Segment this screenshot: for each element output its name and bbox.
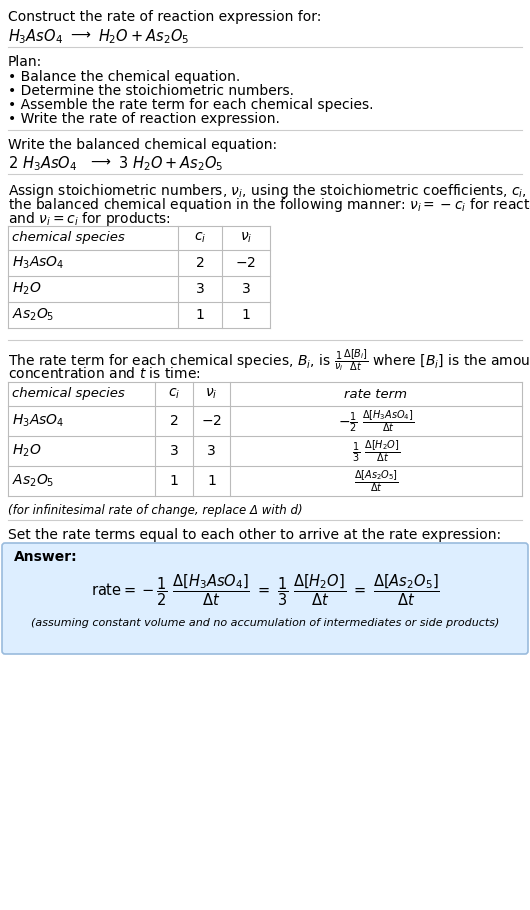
Text: $\mathrm{rate} = -\dfrac{1}{2}\ \dfrac{\Delta[H_3AsO_4]}{\Delta t}\ =\ \dfrac{1}: $\mathrm{rate} = -\dfrac{1}{2}\ \dfrac{\…	[91, 572, 439, 608]
Text: $H_3AsO_4$: $H_3AsO_4$	[12, 255, 64, 271]
Text: 1: 1	[196, 308, 205, 322]
FancyBboxPatch shape	[2, 543, 528, 654]
Text: Construct the rate of reaction expression for:: Construct the rate of reaction expressio…	[8, 10, 321, 24]
Text: $-2$: $-2$	[235, 256, 257, 270]
Text: 3: 3	[242, 282, 250, 296]
Text: $\nu_i$: $\nu_i$	[205, 387, 218, 401]
Text: $H_3AsO_4$: $H_3AsO_4$	[12, 413, 64, 430]
Text: $\longrightarrow$: $\longrightarrow$	[68, 27, 92, 41]
Text: 3: 3	[196, 282, 205, 296]
Text: $c_i$: $c_i$	[194, 231, 206, 245]
Text: 2: 2	[170, 414, 179, 428]
Text: $As_2O_5$: $As_2O_5$	[12, 473, 55, 490]
Text: 1: 1	[207, 474, 216, 488]
Text: Set the rate terms equal to each other to arrive at the rate expression:: Set the rate terms equal to each other t…	[8, 528, 501, 542]
Text: • Determine the stoichiometric numbers.: • Determine the stoichiometric numbers.	[8, 84, 294, 98]
Text: • Write the rate of reaction expression.: • Write the rate of reaction expression.	[8, 112, 280, 126]
Text: 1: 1	[170, 474, 179, 488]
Text: • Assemble the rate term for each chemical species.: • Assemble the rate term for each chemic…	[8, 98, 374, 112]
Text: $\nu_i$: $\nu_i$	[240, 231, 252, 245]
Text: $H_2O$: $H_2O$	[12, 281, 41, 298]
Text: $As_2O_5$: $As_2O_5$	[12, 307, 55, 323]
Text: 3: 3	[170, 444, 179, 458]
Text: Assign stoichiometric numbers, $\nu_i$, using the stoichiometric coefficients, $: Assign stoichiometric numbers, $\nu_i$, …	[8, 182, 530, 200]
Text: $-\frac{1}{2}\ \frac{\Delta[H_3AsO_4]}{\Delta t}$: $-\frac{1}{2}\ \frac{\Delta[H_3AsO_4]}{\…	[338, 408, 414, 434]
Text: $\frac{1}{3}\ \frac{\Delta[H_2O]}{\Delta t}$: $\frac{1}{3}\ \frac{\Delta[H_2O]}{\Delta…	[352, 438, 400, 464]
Text: the balanced chemical equation in the following manner: $\nu_i = -c_i$ for react: the balanced chemical equation in the fo…	[8, 196, 530, 214]
Text: $\longrightarrow$: $\longrightarrow$	[88, 154, 112, 168]
Text: chemical species: chemical species	[12, 388, 125, 400]
Text: $H_3AsO_4$: $H_3AsO_4$	[8, 27, 63, 46]
Text: (for infinitesimal rate of change, replace Δ with d): (for infinitesimal rate of change, repla…	[8, 504, 303, 517]
Text: $2\ H_3AsO_4$: $2\ H_3AsO_4$	[8, 154, 77, 173]
Text: 1: 1	[242, 308, 251, 322]
Text: Plan:: Plan:	[8, 55, 42, 69]
Text: 3: 3	[207, 444, 216, 458]
Text: chemical species: chemical species	[12, 231, 125, 245]
Text: concentration and $t$ is time:: concentration and $t$ is time:	[8, 366, 201, 381]
Text: and $\nu_i = c_i$ for products:: and $\nu_i = c_i$ for products:	[8, 210, 171, 228]
Text: rate term: rate term	[344, 388, 408, 400]
Text: The rate term for each chemical species, $B_i$, is $\frac{1}{\nu_i}\frac{\Delta[: The rate term for each chemical species,…	[8, 348, 530, 374]
Text: (assuming constant volume and no accumulation of intermediates or side products): (assuming constant volume and no accumul…	[31, 618, 499, 628]
Text: $c_i$: $c_i$	[168, 387, 180, 401]
Text: $-2$: $-2$	[201, 414, 222, 428]
Text: $3\ H_2O + As_2O_5$: $3\ H_2O + As_2O_5$	[118, 154, 223, 173]
Text: $H_2O$: $H_2O$	[12, 443, 41, 460]
Text: $\frac{\Delta[As_2O_5]}{\Delta t}$: $\frac{\Delta[As_2O_5]}{\Delta t}$	[354, 468, 399, 494]
Text: • Balance the chemical equation.: • Balance the chemical equation.	[8, 70, 240, 84]
Text: 2: 2	[196, 256, 205, 270]
Text: Answer:: Answer:	[14, 550, 77, 564]
Text: $H_2O + As_2O_5$: $H_2O + As_2O_5$	[98, 27, 189, 46]
Text: Write the balanced chemical equation:: Write the balanced chemical equation:	[8, 138, 277, 152]
